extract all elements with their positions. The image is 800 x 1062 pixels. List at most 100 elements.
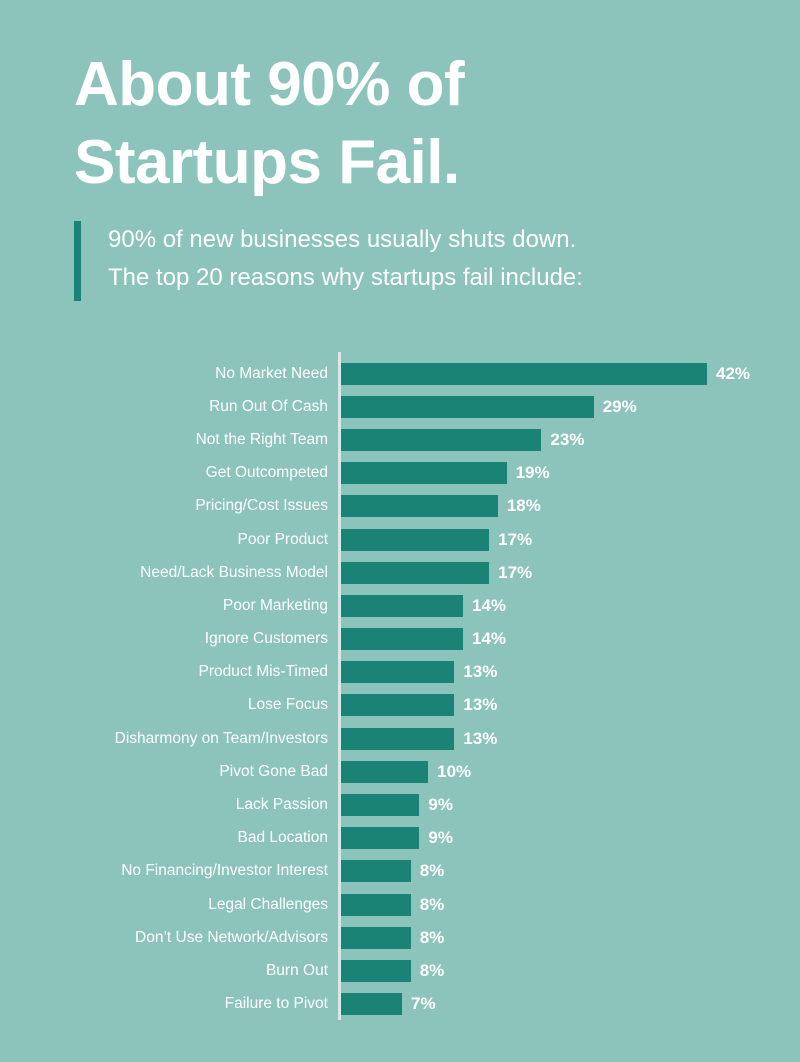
bar-value-label: 14% — [472, 629, 507, 649]
bar-value-label: 10% — [437, 761, 472, 781]
bar-value-label: 17% — [498, 529, 533, 549]
bar-value-label: 17% — [498, 562, 533, 582]
chart-row: No Financing/Investor Interest 8% — [0, 855, 800, 888]
bar-group: 8% — [341, 959, 445, 982]
bar — [341, 827, 420, 850]
subtitle-text: 90% of new businesses usually shuts down… — [108, 226, 583, 291]
bar-group: 23% — [341, 428, 585, 451]
bar-value-label: 9% — [428, 828, 453, 848]
chart-row: Product Mis-Timed 13% — [0, 656, 800, 689]
chart-row: Not the Right Team 23% — [0, 423, 800, 456]
bar-category-label: Pivot Gone Bad — [219, 762, 328, 780]
chart-row: Pivot Gone Bad 10% — [0, 755, 800, 788]
bar-value-label: 23% — [550, 429, 585, 449]
bar-group: 18% — [341, 495, 541, 518]
bar — [341, 428, 542, 451]
bar-category-label: Run Out Of Cash — [209, 397, 328, 415]
bar-group: 19% — [341, 462, 550, 485]
chart-row: Ignore Customers 14% — [0, 623, 800, 656]
bar-value-label: 42% — [716, 363, 751, 383]
bar-group: 29% — [341, 395, 637, 418]
bar-value-label: 13% — [463, 728, 498, 748]
page-title: About 90% of Startups Fail. — [74, 50, 465, 197]
bar — [341, 362, 707, 385]
bar — [341, 760, 429, 783]
bar-group: 9% — [341, 794, 453, 817]
bar-category-label: Poor Marketing — [222, 596, 328, 614]
bar-group: 13% — [341, 727, 498, 750]
chart-row: Lack Passion 9% — [0, 788, 800, 821]
bar — [341, 926, 411, 949]
subtitle-block: 90% of new businesses usually shuts down… — [74, 221, 583, 301]
bar — [341, 893, 411, 916]
header: About 90% of Startups Fail. — [74, 46, 734, 202]
chart-row: Don’t Use Network/Advisors 8% — [0, 921, 800, 954]
bar-value-label: 13% — [463, 695, 498, 715]
bar-category-label: Pricing/Cost Issues — [195, 497, 328, 515]
bar-group: 10% — [341, 760, 472, 783]
chart-row: Disharmony on Team/Investors 13% — [0, 722, 800, 755]
bar-value-label: 8% — [419, 960, 445, 980]
bar-value-label: 8% — [419, 894, 445, 914]
bar — [341, 462, 507, 485]
chart-row: Need/Lack Business Model 17% — [0, 556, 800, 589]
bar-category-label: Poor Product — [237, 530, 328, 548]
bar-category-label: Lack Passion — [235, 796, 328, 814]
bar — [341, 528, 490, 551]
bar-group: 13% — [341, 661, 498, 684]
chart-row: Bad Location 9% — [0, 822, 800, 855]
bar — [341, 495, 498, 518]
bar — [341, 694, 455, 717]
chart-row: Run Out Of Cash 29% — [0, 390, 800, 423]
bar-category-label: Need/Lack Business Model — [140, 563, 328, 581]
bar-category-label: Ignore Customers — [204, 630, 328, 648]
bar-category-label: Not the Right Team — [195, 430, 328, 448]
bar-category-label: Lose Focus — [247, 696, 328, 714]
bar-category-label: No Financing/Investor Interest — [121, 862, 328, 880]
bar — [341, 794, 420, 817]
bar-category-label: Failure to Pivot — [224, 995, 328, 1013]
bar-group: 8% — [341, 926, 445, 949]
bar-category-label: No Market Need — [215, 364, 328, 382]
chart-row: Burn Out 8% — [0, 954, 800, 987]
bar-group: 17% — [341, 528, 533, 551]
bar-group: 14% — [341, 628, 507, 651]
bar-value-label: 13% — [463, 662, 498, 682]
bar-category-label: Bad Location — [237, 829, 329, 847]
chart-row: Failure to Pivot 7% — [0, 988, 800, 1021]
bar-category-label: Legal Challenges — [208, 895, 328, 913]
chart-row: Legal Challenges 8% — [0, 888, 800, 921]
chart-row: Poor Product 17% — [0, 523, 800, 556]
chart-row: Poor Marketing 14% — [0, 589, 800, 622]
bar-group: 17% — [341, 561, 533, 584]
bar-value-label: 7% — [411, 994, 436, 1014]
bar-value-label: 18% — [506, 496, 541, 516]
bar — [341, 727, 455, 750]
bar-category-label: Don’t Use Network/Advisors — [135, 928, 328, 946]
bar — [341, 860, 411, 883]
bar-value-label: 8% — [419, 927, 445, 947]
bar — [341, 661, 455, 684]
bar-group: 8% — [341, 860, 445, 883]
chart-row: Get Outcompeted 19% — [0, 457, 800, 490]
bar-category-label: Get Outcompeted — [205, 464, 328, 482]
bar-group: 42% — [341, 362, 751, 385]
chart-axis-line — [338, 352, 341, 1020]
bar-group: 8% — [341, 893, 445, 916]
bar — [341, 594, 463, 617]
chart-row: No Market Need 42% — [0, 357, 800, 390]
bar-value-label: 19% — [515, 463, 550, 483]
chart-row: Lose Focus 13% — [0, 689, 800, 722]
bar — [341, 395, 594, 418]
bar-group: 9% — [341, 827, 453, 850]
bar-category-label: Burn Out — [265, 961, 328, 979]
chart-rows: No Market Need 42% Run Out Of Cash 29% Not t… — [0, 357, 800, 1021]
bar-group: 7% — [341, 993, 436, 1016]
bar — [341, 628, 463, 651]
bar-value-label: 8% — [419, 861, 445, 881]
bar — [341, 993, 402, 1016]
bar-value-label: 14% — [472, 595, 507, 615]
bar-value-label: 29% — [602, 396, 637, 416]
bar-category-label: Disharmony on Team/Investors — [114, 729, 328, 747]
